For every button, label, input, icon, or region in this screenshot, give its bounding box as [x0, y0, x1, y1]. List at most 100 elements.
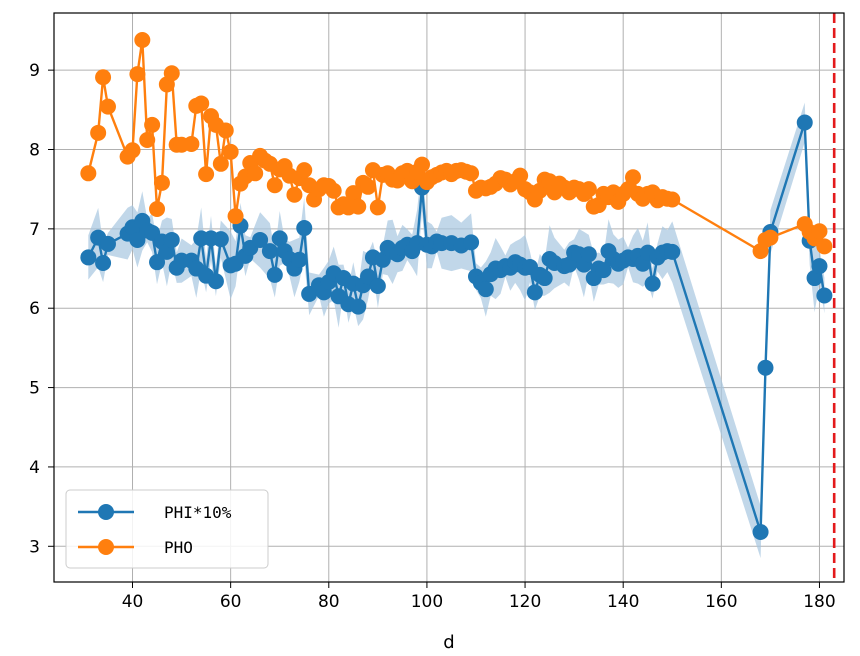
data-point: [664, 191, 681, 208]
data-point: [350, 298, 367, 315]
data-point: [345, 185, 362, 202]
legend-label: PHI*10%: [164, 503, 232, 522]
x-tick-label: 80: [318, 592, 340, 612]
data-point: [99, 235, 116, 252]
y-tick-label: 7: [29, 220, 40, 240]
y-tick-label: 6: [29, 299, 40, 319]
x-tick-label: 60: [220, 592, 242, 612]
data-point: [227, 208, 244, 225]
legend-box: [65, 489, 269, 569]
data-point: [463, 165, 480, 182]
data-point: [99, 98, 116, 115]
data-point: [139, 131, 156, 148]
data-point: [360, 178, 377, 195]
data-point: [80, 165, 97, 182]
data-point: [644, 275, 661, 292]
series-layer: [80, 31, 833, 541]
data-point: [796, 114, 813, 131]
data-point: [811, 258, 828, 275]
data-point: [291, 251, 308, 268]
data-point: [816, 287, 833, 304]
data-point: [95, 254, 112, 271]
x-tick-label: 160: [705, 592, 737, 612]
data-point: [752, 524, 769, 541]
y-tick-label: 8: [29, 140, 40, 160]
legend-label: PHO: [164, 538, 193, 557]
data-point: [129, 66, 146, 83]
data-point: [360, 268, 377, 285]
data-point: [80, 249, 97, 266]
data-point: [526, 284, 543, 301]
data-point: [762, 229, 779, 246]
data-point: [296, 220, 313, 237]
data-point: [149, 201, 166, 218]
data-point: [350, 198, 367, 215]
legend-entry: PHI*10%: [78, 503, 232, 522]
data-point: [580, 246, 597, 263]
data-point: [816, 238, 833, 255]
data-point: [512, 167, 529, 184]
data-point: [271, 230, 288, 247]
data-point: [207, 273, 224, 290]
data-point: [198, 166, 215, 183]
y-tick-label: 9: [29, 61, 40, 81]
y-tick-label: 3: [29, 537, 40, 557]
x-tick-label: 180: [803, 592, 835, 612]
data-point: [183, 135, 200, 152]
data-point: [369, 277, 386, 294]
legend-marker: [98, 539, 114, 555]
data-point: [90, 124, 107, 141]
data-point: [580, 181, 597, 198]
data-point: [266, 177, 283, 194]
data-point: [266, 266, 283, 283]
data-point: [463, 234, 480, 251]
data-point: [369, 199, 386, 216]
legend: PHI*10% PHO: [65, 489, 269, 569]
data-point: [664, 243, 681, 260]
axes-frame: [53, 12, 845, 583]
data-point: [149, 254, 166, 271]
legend-entry: PHO: [78, 538, 193, 557]
data-point: [134, 31, 151, 48]
data-point: [296, 162, 313, 179]
data-point: [247, 165, 264, 182]
data-point: [124, 142, 141, 159]
legend-marker: [98, 504, 114, 520]
data-point: [286, 186, 303, 203]
x-axis-label: d: [443, 632, 454, 653]
data-point: [163, 65, 180, 82]
data-point: [153, 174, 170, 191]
data-point: [414, 156, 431, 173]
data-point: [193, 95, 210, 112]
confidence-band-layer: [88, 102, 825, 559]
data-point: [261, 243, 278, 260]
data-point: [217, 122, 234, 139]
x-tick-label: 140: [607, 592, 639, 612]
phi-confidence-band: [88, 102, 825, 559]
series-pho: [80, 31, 833, 260]
ticks: 40 60 80 100 120 140 160 180 3 4 5 6 7 8 9: [29, 61, 836, 612]
data-point: [325, 182, 342, 199]
data-point: [625, 169, 642, 186]
series-phi: [80, 114, 833, 541]
data-point: [757, 359, 774, 376]
x-tick-label: 120: [509, 592, 541, 612]
x-tick-label: 40: [122, 592, 144, 612]
data-point: [212, 231, 229, 248]
data-point: [477, 281, 494, 298]
data-point: [163, 231, 180, 248]
data-point: [144, 116, 161, 133]
data-point: [222, 143, 239, 160]
data-point: [212, 155, 229, 172]
data-point: [595, 262, 612, 279]
data-point: [95, 69, 112, 86]
data-point: [252, 231, 269, 248]
data-point: [811, 223, 828, 240]
y-tick-label: 4: [29, 458, 40, 478]
data-point: [129, 231, 146, 248]
data-point: [536, 270, 553, 287]
x-tick-label: 100: [411, 592, 443, 612]
y-tick-label: 5: [29, 379, 40, 399]
